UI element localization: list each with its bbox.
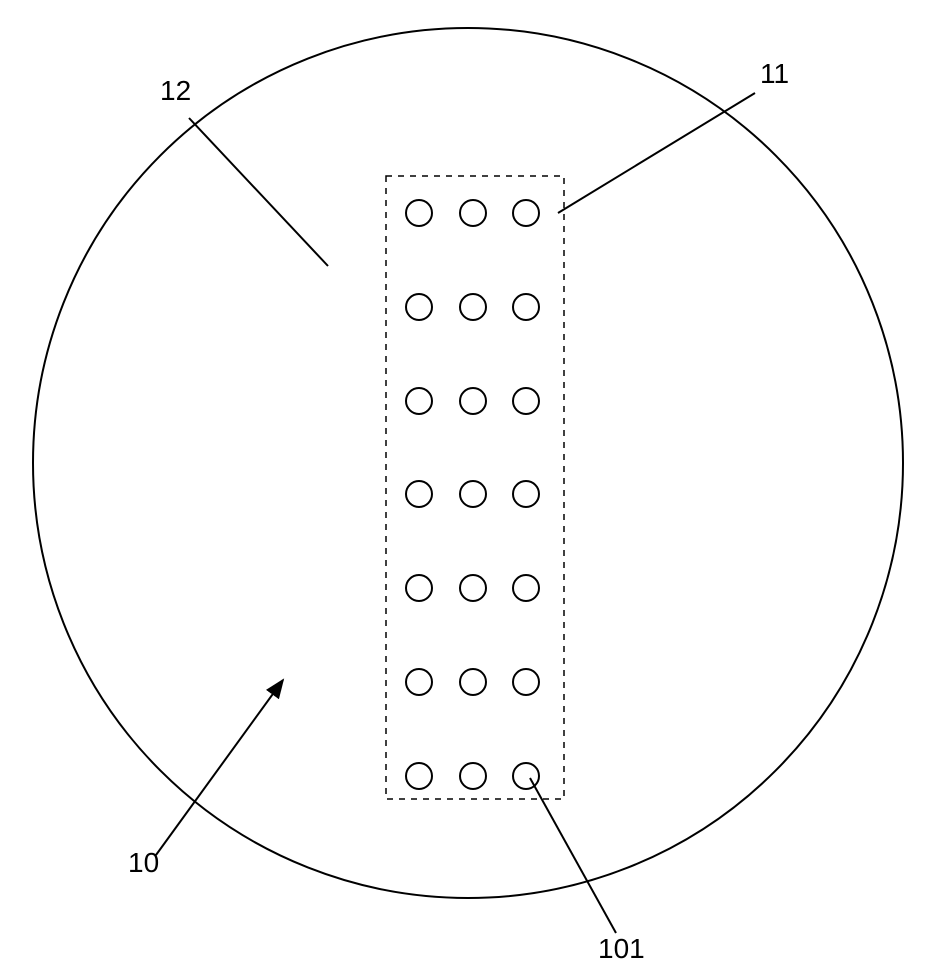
leader-line (189, 118, 328, 266)
leader-line (558, 93, 755, 213)
diagram-svg (0, 0, 934, 975)
grid-hole (513, 200, 539, 226)
grid-hole (513, 294, 539, 320)
outer-circle (33, 28, 903, 898)
grid-hole (513, 575, 539, 601)
grid-hole (460, 669, 486, 695)
grid-hole (406, 200, 432, 226)
grid-hole (460, 388, 486, 414)
grid-hole (513, 481, 539, 507)
grid-hole (406, 669, 432, 695)
diagram-container: 12 11 10 101 (0, 0, 934, 975)
grid-hole (513, 388, 539, 414)
label-11: 11 (760, 58, 789, 90)
label-12: 12 (160, 75, 191, 107)
grid-hole (406, 481, 432, 507)
leader-line (156, 680, 283, 855)
grid-hole (406, 294, 432, 320)
grid-hole (460, 481, 486, 507)
grid-hole (460, 200, 486, 226)
grid-hole (406, 388, 432, 414)
label-10: 10 (128, 847, 159, 879)
grid-hole (406, 763, 432, 789)
grid-hole (513, 763, 539, 789)
grid-hole (460, 763, 486, 789)
grid-hole (406, 575, 432, 601)
grid-hole (460, 294, 486, 320)
label-101: 101 (598, 933, 645, 965)
grid-hole (460, 575, 486, 601)
grid-hole (513, 669, 539, 695)
leader-line (530, 778, 616, 933)
